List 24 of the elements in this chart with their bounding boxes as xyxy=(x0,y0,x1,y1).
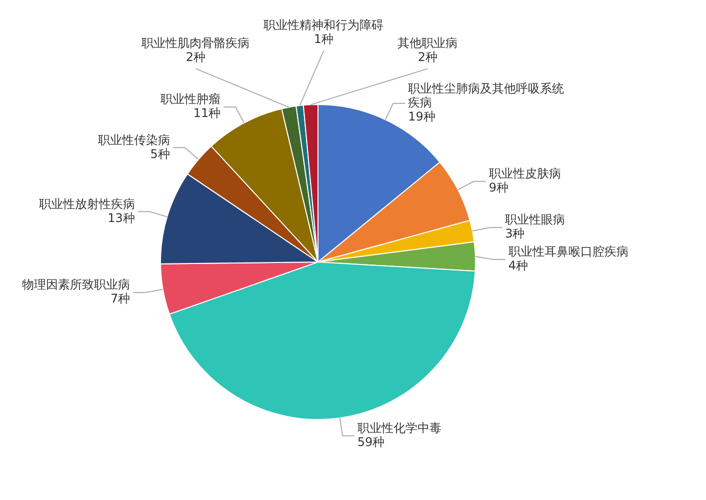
data-label: 9种 xyxy=(488,180,509,195)
slice-label: 职业性放射性疾病 xyxy=(38,196,135,211)
data-label: 7种 xyxy=(110,292,130,306)
slice-label: 职业性传染病 xyxy=(98,132,170,147)
data-label: 1种 xyxy=(314,32,334,46)
data-label: 19种 xyxy=(408,110,436,124)
data-label: 2种 xyxy=(186,50,206,64)
data-label: 59种 xyxy=(357,434,385,449)
slice-label: 职业性皮肤病 xyxy=(488,166,561,181)
data-label: 11种 xyxy=(193,106,221,120)
data-label: 5种 xyxy=(150,146,170,161)
data-label: 13种 xyxy=(108,210,135,225)
data-label: 2种 xyxy=(418,50,438,64)
slice-label: 职业性精神和行为障碍 xyxy=(264,18,384,32)
slice-label: 职业性眼病 xyxy=(505,212,566,227)
slice-label: 职业性化学中毒 xyxy=(357,420,442,435)
data-label: 3种 xyxy=(505,226,525,241)
slice-label: 职业性肌肉骨骼疾病 xyxy=(142,36,250,50)
data-label: 4种 xyxy=(508,258,528,273)
slice-label: 职业性尘肺病及其他呼吸系统疾病 xyxy=(408,82,564,110)
slice-label: 其他职业病 xyxy=(398,36,458,50)
slice-label: 物理因素所致职业病 xyxy=(22,278,130,292)
slice-label: 职业性肿瘤 xyxy=(160,92,221,106)
slice-label: 职业性耳鼻喉口腔疾病 xyxy=(508,244,628,259)
